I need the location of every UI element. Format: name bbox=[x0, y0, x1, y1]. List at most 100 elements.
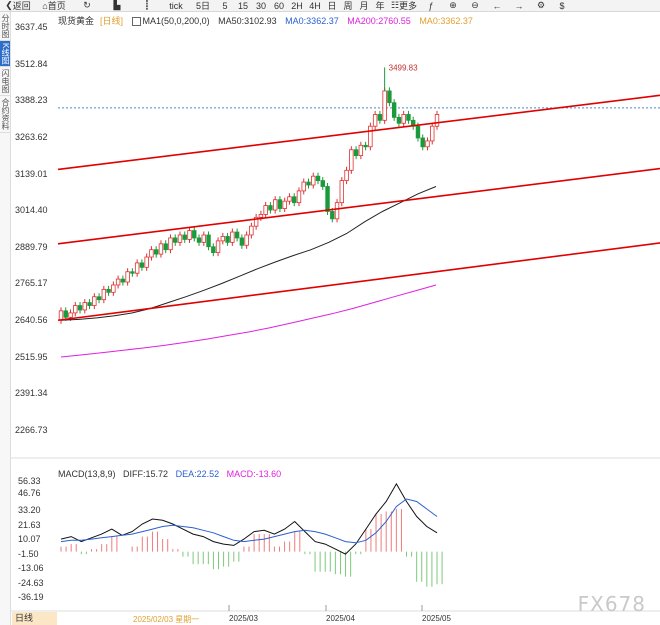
period-15-button[interactable]: 15 bbox=[237, 0, 248, 11]
candle-body bbox=[372, 114, 378, 127]
candle-body bbox=[106, 288, 111, 293]
diff-line bbox=[60, 482, 438, 555]
price-tick-label: 3263.62 bbox=[15, 131, 48, 142]
candle-body bbox=[287, 196, 292, 202]
instrument-name: 现货黄金 bbox=[58, 16, 95, 26]
tick-button[interactable]: tick bbox=[169, 0, 183, 11]
sidebar-item-flash[interactable]: 闪电图 bbox=[0, 67, 10, 97]
candle-body bbox=[101, 288, 107, 301]
diff-label: DIFF:15.72 bbox=[123, 469, 169, 479]
candle-body bbox=[325, 186, 330, 212]
candle-body bbox=[401, 114, 406, 124]
candle-body bbox=[225, 236, 230, 243]
bar-chart-icon: ▙ bbox=[113, 0, 121, 10]
candle-body bbox=[220, 236, 226, 242]
candle-body bbox=[215, 240, 221, 254]
candle-body bbox=[73, 305, 78, 314]
candle-body bbox=[111, 284, 116, 293]
price-button[interactable]: $ bbox=[552, 0, 572, 11]
refresh-button[interactable]: ↻ bbox=[72, 0, 102, 11]
candle-body bbox=[134, 262, 140, 274]
candle-body bbox=[296, 190, 302, 204]
candle-body bbox=[139, 262, 145, 268]
x-label-may: 2025/05 bbox=[422, 614, 451, 623]
formula-button[interactable]: ƒ bbox=[420, 0, 442, 11]
candle-body bbox=[339, 180, 345, 204]
bar-chart-button[interactable]: ▙ bbox=[102, 0, 132, 11]
arrow-left-icon: ← bbox=[492, 0, 502, 11]
candle-body bbox=[187, 230, 192, 240]
sidebar-item-kline[interactable]: K线图 bbox=[0, 41, 10, 68]
candle-body bbox=[353, 149, 359, 157]
candle-body bbox=[168, 237, 173, 251]
watermark-logo: FX678 bbox=[577, 592, 646, 616]
macd-legend: MACD(13,8,9) DIFF:15.72 DEA:22.52 MACD:-… bbox=[58, 469, 286, 479]
candle-body bbox=[330, 211, 335, 220]
period-2h-button[interactable]: 2H bbox=[291, 0, 303, 11]
candle-body bbox=[153, 249, 159, 255]
candle-body bbox=[282, 200, 287, 209]
candle-body bbox=[315, 175, 321, 182]
trend-channel-line-1 bbox=[57, 94, 660, 171]
candle-body bbox=[63, 310, 68, 318]
candle-body bbox=[263, 205, 268, 215]
arrow-right-icon: → bbox=[514, 0, 524, 11]
period-60-button[interactable]: 60 bbox=[273, 0, 284, 11]
period-year-button[interactable]: 年 bbox=[375, 1, 385, 11]
candle-body bbox=[68, 312, 73, 318]
back-button[interactable]: ❮ 返回 bbox=[5, 0, 31, 11]
period-4h-button[interactable]: 4H bbox=[309, 0, 321, 11]
period-week-button[interactable]: 周 bbox=[343, 1, 353, 11]
price-tick-label: 2765.17 bbox=[15, 278, 48, 289]
period-month-button[interactable]: 月 bbox=[359, 1, 369, 11]
macd-tick-label: -13.06 bbox=[18, 563, 44, 573]
sidebar-item-timeshare[interactable]: 分时图 bbox=[0, 12, 10, 41]
price-tick-label: 2391.34 bbox=[15, 388, 48, 399]
zoom-in-icon: ⊕ bbox=[449, 0, 457, 10]
zoom-out-icon: ⊖ bbox=[471, 0, 479, 10]
candlestick-button[interactable]: ┋ bbox=[132, 0, 162, 11]
price-tick-label: 3014.40 bbox=[15, 205, 48, 216]
candle-body bbox=[320, 180, 325, 187]
candle-body bbox=[249, 225, 254, 236]
price-tick-label: 3139.01 bbox=[15, 168, 48, 179]
candle-body bbox=[182, 234, 187, 240]
candle-body bbox=[239, 237, 245, 246]
x-label-apr: 2025/04 bbox=[326, 614, 355, 623]
sidebar-item-contract[interactable]: 合约资料 bbox=[0, 96, 10, 134]
candle-body bbox=[434, 114, 440, 127]
candle-body bbox=[87, 302, 92, 306]
candle-body bbox=[301, 181, 306, 192]
candle-body bbox=[349, 149, 354, 171]
ma-toggle-icon[interactable] bbox=[131, 17, 141, 27]
high-price-label: 3499.83 bbox=[389, 63, 418, 72]
candle-body bbox=[196, 237, 202, 243]
macd-tick-label: -24.63 bbox=[18, 577, 44, 588]
period-30-button[interactable]: 30 bbox=[255, 0, 266, 11]
ma50-label: MA50:3102.93 bbox=[218, 16, 277, 26]
period-5-button[interactable]: 5 bbox=[222, 0, 228, 11]
toolbar: ❮ 返回 ⌂ 首页 ↻ ▙ ┋ tick 5日 5 15 30 60 2H 4H 日… bbox=[0, 0, 660, 12]
zoom-in-button[interactable]: ⊕ bbox=[442, 0, 464, 11]
zoom-out-button[interactable]: ⊖ bbox=[464, 0, 486, 11]
gear-icon: ⚙ bbox=[536, 0, 546, 10]
ma0-label-2: MA0:3362.37 bbox=[419, 16, 473, 26]
price-tick-label: 2889.79 bbox=[15, 241, 48, 252]
macd-tick-label: 21.63 bbox=[18, 519, 41, 530]
more-button[interactable]: ☷ 更多 bbox=[390, 0, 418, 11]
tab-daily[interactable]: 日线 bbox=[12, 612, 57, 625]
candle-body bbox=[130, 271, 135, 274]
five-day-button[interactable]: 5日 bbox=[195, 1, 210, 11]
settings-button[interactable]: ⚙ bbox=[530, 0, 552, 11]
candle-body bbox=[363, 144, 368, 148]
candle-body bbox=[430, 125, 435, 142]
candle-body bbox=[211, 246, 216, 254]
candle-body bbox=[201, 234, 206, 243]
price-tick-label: 3388.23 bbox=[15, 95, 48, 106]
scroll-left-button[interactable]: ← bbox=[486, 0, 508, 11]
period-day-button[interactable]: 日 bbox=[327, 1, 337, 11]
home-button[interactable]: ⌂ 首页 bbox=[42, 0, 66, 12]
scroll-right-button[interactable]: → bbox=[508, 0, 530, 11]
candle-body bbox=[358, 144, 364, 157]
